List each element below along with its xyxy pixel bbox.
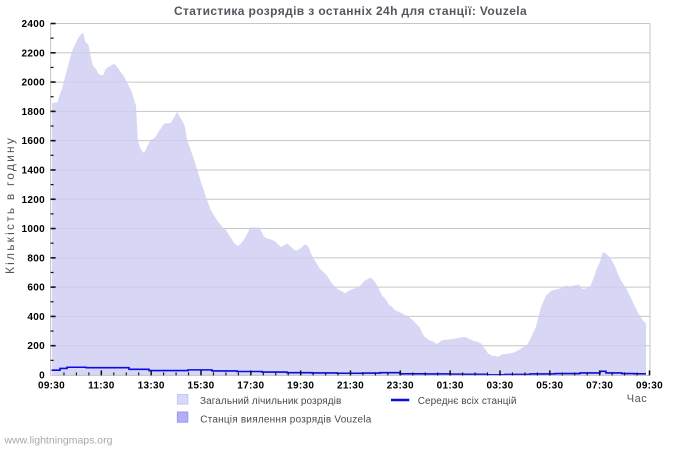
svg-text:03:30: 03:30 [486, 381, 513, 392]
svg-text:0: 0 [39, 371, 45, 382]
svg-text:1800: 1800 [22, 107, 46, 118]
svg-text:2000: 2000 [22, 78, 46, 89]
svg-text:Загальний лічильник розрядів: Загальний лічильник розрядів [200, 396, 341, 407]
svg-text:2200: 2200 [22, 48, 46, 59]
svg-text:1200: 1200 [22, 195, 46, 206]
svg-text:400: 400 [27, 312, 45, 323]
svg-text:2400: 2400 [22, 19, 46, 30]
svg-text:07:30: 07:30 [586, 381, 613, 392]
svg-text:Статистика розрядів з останніх: Статистика розрядів з останніх 24h для с… [174, 4, 527, 18]
svg-text:09:30: 09:30 [636, 381, 663, 392]
svg-text:05:30: 05:30 [536, 381, 563, 392]
svg-text:1000: 1000 [22, 224, 46, 235]
svg-text:09:30: 09:30 [38, 381, 65, 392]
svg-text:19:30: 19:30 [287, 381, 314, 392]
svg-text:Кількість в годину: Кількість в годину [3, 136, 17, 274]
svg-text:Середнє всіх станцій: Середнє всіх станцій [418, 396, 517, 407]
svg-text:600: 600 [27, 283, 45, 294]
svg-text:1400: 1400 [22, 165, 46, 176]
svg-text:17:30: 17:30 [237, 381, 264, 392]
svg-text:200: 200 [27, 341, 45, 352]
svg-text:www.lightningmaps.org: www.lightningmaps.org [4, 435, 113, 447]
svg-text:11:30: 11:30 [88, 381, 115, 392]
svg-text:800: 800 [27, 253, 45, 264]
svg-text:Станція виялення розрядів Vouz: Станція виялення розрядів Vouzela [200, 415, 372, 426]
svg-text:13:30: 13:30 [138, 381, 165, 392]
svg-text:15:30: 15:30 [187, 381, 214, 392]
svg-text:23:30: 23:30 [387, 381, 414, 392]
svg-text:1600: 1600 [22, 136, 46, 147]
svg-text:01:30: 01:30 [437, 381, 464, 392]
svg-text:Час: Час [627, 393, 647, 405]
svg-text:21:30: 21:30 [337, 381, 364, 392]
